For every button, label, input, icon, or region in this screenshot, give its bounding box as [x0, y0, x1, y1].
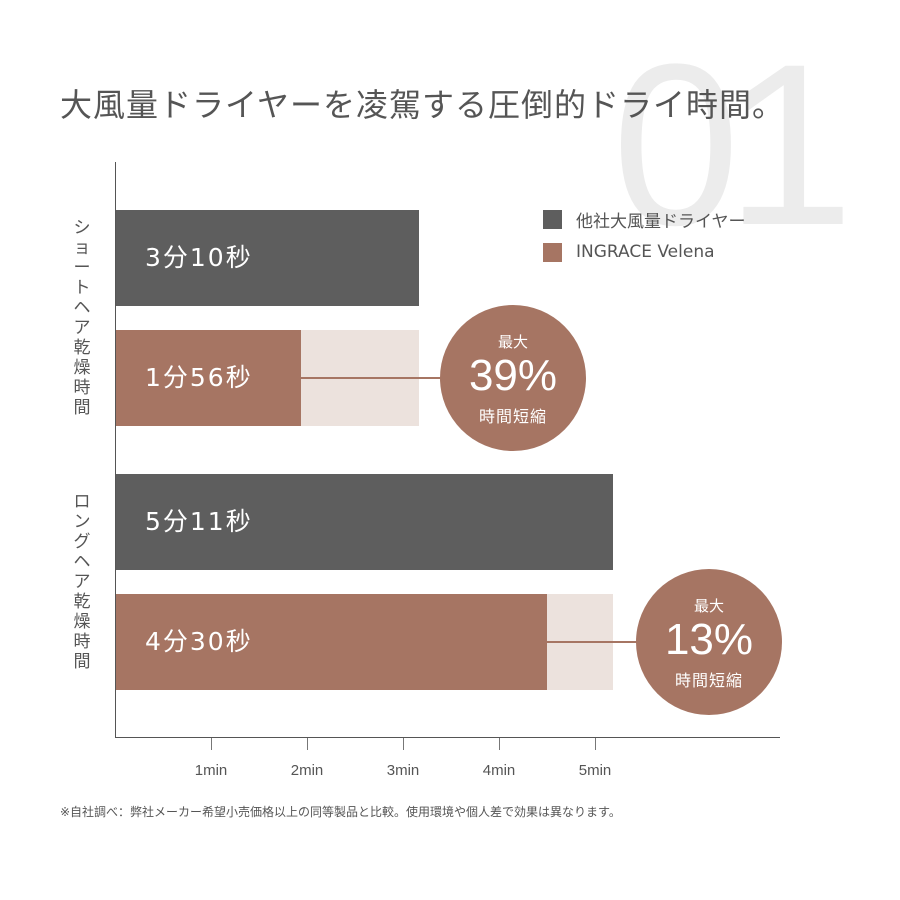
- footnote: ※自社調べ：弊社メーカー希望小売価格以上の同等製品と比較。使用環境や個人差で効果…: [60, 805, 621, 819]
- x-tick-label: 5min: [578, 762, 612, 779]
- connector-line: [547, 641, 642, 643]
- x-tick: [499, 738, 500, 750]
- bar-competitor-long: [116, 474, 613, 570]
- legend-item-competitor: 他社大風量ドライヤー: [543, 208, 746, 232]
- badge-top-text: 最大: [693, 597, 724, 615]
- legend-swatch-ours: [543, 242, 562, 262]
- chart-legend: 他社大風量ドライヤー INGRACE Velena: [543, 208, 746, 274]
- x-tick-label: 1min: [194, 762, 228, 779]
- reduction-badge-short: 最大 39% 時間短縮: [440, 305, 586, 451]
- badge-percent: 13%: [664, 615, 754, 664]
- bar-ours-long: [116, 594, 547, 690]
- x-tick: [595, 738, 596, 750]
- bar-ours-short: [116, 330, 301, 426]
- x-tick-label: 4min: [482, 762, 516, 779]
- legend-label: INGRACE Velena: [576, 242, 715, 262]
- bar-competitor-short: [116, 210, 419, 306]
- badge-top-text: 最大: [497, 333, 528, 351]
- x-axis-line: [115, 737, 780, 738]
- reduction-badge-long: 最大 13% 時間短縮: [636, 569, 782, 715]
- bar-value-label: 3分10秒: [145, 243, 253, 272]
- x-tick: [307, 738, 308, 750]
- x-tick-label: 3min: [386, 762, 420, 779]
- x-tick: [403, 738, 404, 750]
- y-axis-line: [115, 162, 116, 738]
- badge-bottom-text: 時間短縮: [674, 671, 743, 690]
- legend-swatch-competitor: [543, 209, 562, 229]
- connector-line: [301, 377, 446, 379]
- bar-value-label: 1分56秒: [145, 363, 253, 392]
- page-title: 大風量ドライヤーを凌駕する圧倒的ドライ時間。: [60, 86, 786, 124]
- section-number: 01: [612, 16, 854, 273]
- group-label-long: ロングヘア乾燥時間: [73, 492, 91, 672]
- legend-label: 他社大風量ドライヤー: [576, 211, 746, 232]
- x-tick: [211, 738, 212, 750]
- badge-percent: 39%: [468, 351, 558, 400]
- bar-value-label: 4分30秒: [145, 627, 253, 656]
- group-label-short: ショートヘア乾燥時間: [73, 218, 91, 418]
- x-tick-label: 2min: [290, 762, 324, 779]
- badge-bottom-text: 時間短縮: [478, 407, 547, 426]
- bar-value-label: 5分11秒: [145, 507, 253, 536]
- legend-item-ours: INGRACE Velena: [543, 241, 746, 263]
